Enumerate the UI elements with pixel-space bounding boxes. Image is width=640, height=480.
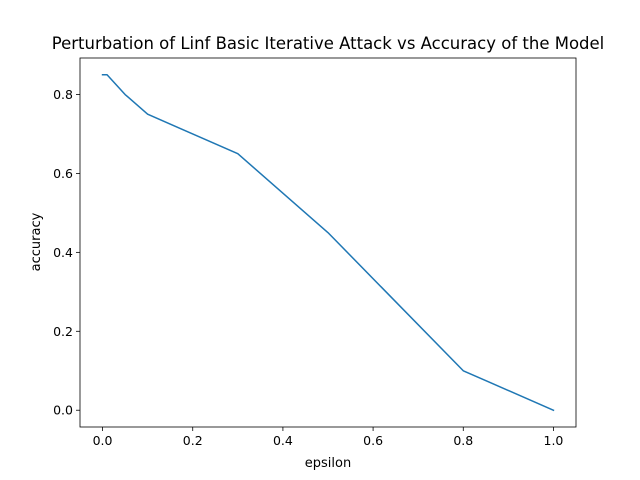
y-tick-label: 0.8 bbox=[53, 87, 73, 102]
x-tick-label: 0.0 bbox=[93, 433, 113, 448]
y-axis-label: accuracy bbox=[29, 212, 44, 271]
x-axis-label: epsilon bbox=[305, 456, 351, 471]
y-tick-label: 0.4 bbox=[53, 245, 73, 260]
y-axis-ticks: 0.0 0.2 0.4 0.6 0.8 bbox=[53, 87, 80, 418]
x-tick-label: 0.8 bbox=[453, 433, 473, 448]
x-tick-label: 0.4 bbox=[273, 433, 293, 448]
x-tick-label: 1.0 bbox=[544, 433, 564, 448]
axes-frame bbox=[79, 57, 577, 428]
x-axis-ticks: 0.0 0.2 0.4 0.6 0.8 1.0 bbox=[93, 427, 564, 448]
plot-area bbox=[79, 57, 577, 428]
y-tick-label: 0.0 bbox=[53, 403, 73, 418]
x-tick-label: 0.2 bbox=[183, 433, 203, 448]
y-tick-label: 0.6 bbox=[53, 166, 73, 181]
x-tick-label: 0.6 bbox=[363, 433, 383, 448]
chart-title: Perturbation of Linf Basic Iterative Att… bbox=[52, 34, 605, 53]
y-tick-label: 0.2 bbox=[53, 324, 73, 339]
series-line-0 bbox=[101, 74, 555, 412]
